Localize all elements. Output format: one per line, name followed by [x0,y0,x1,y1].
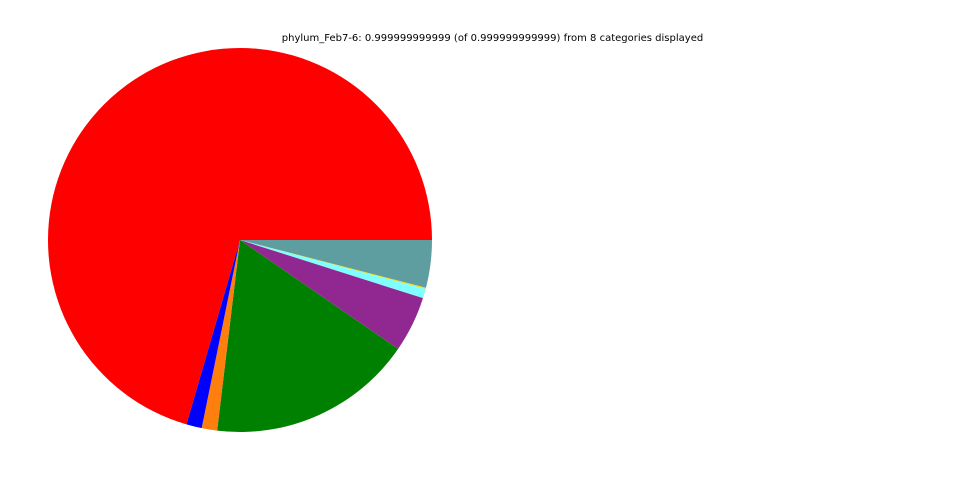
pie-slice-0 [240,240,432,288]
pie-slice-7 [48,48,432,425]
pie-slice-2 [240,240,426,299]
pie-slice-5 [201,240,240,431]
pie-slice-4 [217,240,399,432]
pie-slice-6 [186,240,240,429]
pie-slice-1 [240,240,426,289]
chart-title: phylum_Feb7-6: 0.999999999999 (of 0.9999… [281,33,704,44]
pie-slice-3 [240,240,423,349]
